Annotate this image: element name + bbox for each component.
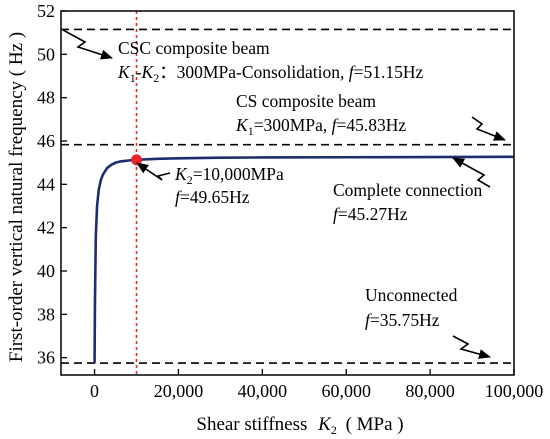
y-tick-label: 46 — [37, 131, 55, 151]
y-tick-label: 36 — [37, 348, 55, 368]
arrow-complete — [452, 157, 491, 188]
arrow-k2 — [136, 162, 171, 181]
arrow-cs — [471, 116, 506, 141]
plot-frame — [60, 10, 515, 376]
x-tick-label: 20,000 — [154, 381, 204, 401]
annotation-unconnected-frequency: f=35.75Hz — [365, 310, 440, 330]
arrow-csc — [62, 29, 113, 60]
x-tick-label: 80,000 — [405, 381, 455, 401]
annotation-k2-frequency: f=49.65Hz — [175, 187, 250, 207]
annotation-cs-detail: K1=300MPa, f=45.83Hz — [235, 115, 406, 138]
y-tick-label: 44 — [37, 174, 55, 194]
annotation-cs-title: CS composite beam — [236, 91, 376, 111]
y-axis: 36 38 40 42 44 46 48 50 52 — [37, 1, 67, 368]
x-axis: 0 20,000 40,000 60,000 80,000 100,000 — [90, 369, 543, 401]
y-axis-title: First-order vertical natural frequency (… — [6, 32, 27, 362]
series-line — [93, 155, 515, 364]
highlight-point — [131, 154, 142, 166]
y-tick-label: 48 — [37, 88, 55, 108]
x-tick-label: 0 — [90, 381, 99, 401]
annotation-unconnected-title: Unconnected — [365, 285, 458, 305]
x-axis-title: Shear stiffness K2 ( MPa ) — [196, 414, 403, 439]
annotation-k2-detail: K2=10,000MPa — [174, 164, 284, 187]
x-tick-label: 100,000 — [485, 381, 544, 401]
annotation-csc-detail: K1-K2：300MPa-Consolidation, f=51.15Hz — [117, 62, 424, 85]
annotation-complete-title: Complete connection — [333, 180, 482, 200]
x-tick-label: 60,000 — [321, 381, 371, 401]
arrow-unconnected — [452, 335, 491, 359]
y-tick-label: 50 — [37, 44, 55, 64]
y-tick-label: 38 — [37, 304, 55, 324]
annotation-complete-frequency: f=45.27Hz — [333, 204, 408, 224]
y-tick-label: 42 — [37, 218, 55, 238]
y-tick-label: 52 — [37, 1, 55, 21]
x-tick-label: 40,000 — [238, 381, 288, 401]
y-tick-label: 40 — [37, 261, 55, 281]
reference-lines — [61, 28, 514, 364]
annotation-csc-title: CSC composite beam — [118, 38, 270, 58]
